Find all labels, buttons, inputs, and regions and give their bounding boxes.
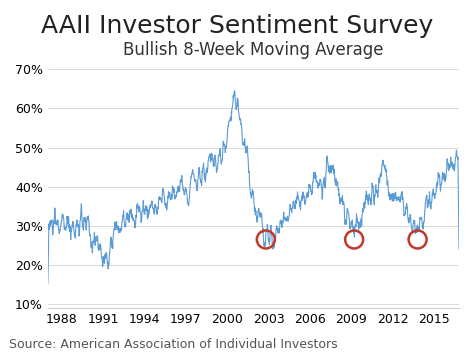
Title: Bullish 8-Week Moving Average: Bullish 8-Week Moving Average (123, 41, 383, 59)
Text: AAII Investor Sentiment Survey: AAII Investor Sentiment Survey (41, 14, 433, 38)
Text: Source: American Association of Individual Investors: Source: American Association of Individu… (9, 338, 338, 351)
